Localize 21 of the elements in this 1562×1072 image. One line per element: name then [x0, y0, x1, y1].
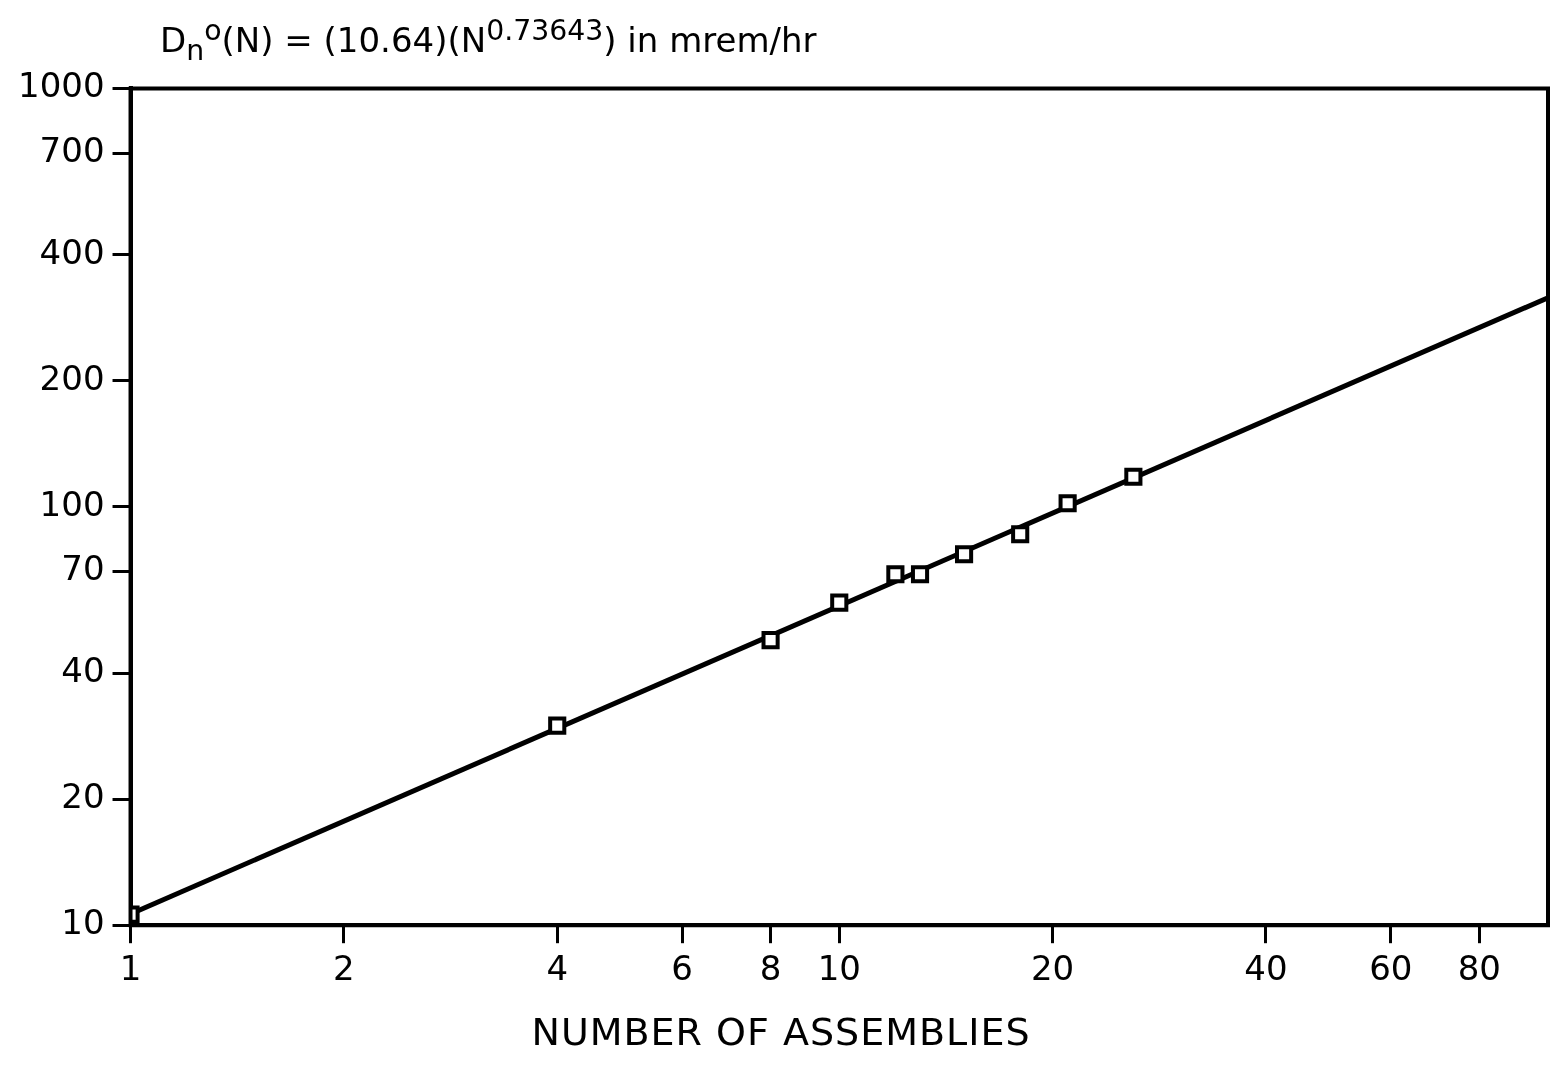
x-tick-label: 40 [1244, 948, 1288, 989]
chart-title: D$_{n}$$^{o}$(N) = (10.64)(N$^{0.73643}$) in mrem/hr [160, 14, 817, 68]
y-tick-label: 70 [61, 548, 105, 589]
x-tick-label: 1 [119, 948, 142, 989]
y-tick-label: 20 [61, 776, 105, 817]
y-tick-label: 10 [61, 902, 105, 943]
x-tick-label: 10 [817, 948, 861, 989]
x-tick-label: 6 [671, 948, 693, 989]
x-tick-label: 20 [1030, 948, 1075, 989]
y-tick-label: 100 [39, 483, 105, 524]
x-tick-label: 2 [333, 948, 355, 989]
x-tick-label: 80 [1457, 948, 1501, 989]
x-tick-label: 60 [1369, 948, 1413, 989]
y-tick-label: 40 [61, 650, 105, 691]
x-axis-title: NUMBER OF ASSEMBLIES [530, 1010, 1032, 1054]
x-tick-label: 8 [759, 948, 782, 989]
x-tick-label: 4 [546, 948, 569, 989]
y-tick-label: 400 [39, 231, 105, 272]
y-tick-label: 200 [39, 357, 105, 398]
y-tick-label: 700 [39, 130, 105, 171]
y-tick-label: 1000 [18, 65, 105, 106]
